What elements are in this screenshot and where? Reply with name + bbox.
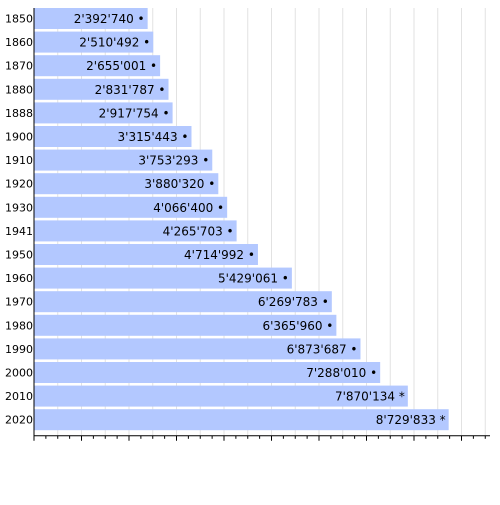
year-label-1850: 1850	[5, 13, 33, 26]
year-label-1888: 1888	[5, 107, 33, 120]
chart-value-labels: 2'392'740 • 2'510'492 • 2'655'001 • 2'831'7…	[74, 12, 446, 427]
value-label-2000: 7'288'010 •	[306, 366, 377, 380]
value-label-1888: 2'917'754 •	[99, 106, 170, 120]
value-label-1900: 3'315'443 •	[118, 130, 189, 144]
value-label-1860: 2'510'492 •	[79, 36, 150, 50]
bar-1860	[34, 31, 154, 53]
value-label-1970: 6'269'783 •	[258, 295, 329, 309]
year-label-1870: 1870	[5, 60, 33, 73]
bar-1900	[34, 126, 192, 147]
bar-1870	[34, 55, 161, 77]
bar-1880	[34, 78, 169, 100]
year-label-1910: 1910	[5, 154, 33, 167]
year-label-2010: 2010	[5, 390, 33, 403]
value-label-1960: 5'429'061 •	[218, 272, 289, 286]
value-label-1950: 4'714'992 •	[184, 248, 255, 262]
value-label-2020: 8'729'833 *	[376, 413, 446, 427]
year-label-1860: 1860	[5, 36, 33, 49]
bar-1960	[34, 267, 292, 289]
bar-1970	[34, 291, 332, 313]
bar-2020	[34, 409, 449, 431]
year-label-1980: 1980	[5, 319, 33, 332]
value-label-1930: 4'066'400 •	[153, 201, 224, 215]
bar-2010	[34, 385, 408, 407]
year-label-1941: 1941	[5, 225, 33, 238]
year-label-1880: 1880	[5, 83, 33, 96]
bar-1990	[34, 338, 361, 360]
year-label-1930: 1930	[5, 201, 33, 214]
value-label-1910: 3'753'293 •	[138, 154, 209, 168]
bar-1980	[34, 314, 337, 336]
year-label-1950: 1950	[5, 249, 33, 262]
value-label-1980: 6'365'960 •	[262, 319, 333, 333]
value-label-1941: 4'265'703 •	[163, 224, 234, 238]
bar-1910	[34, 149, 213, 171]
value-label-1880: 2'831'787 •	[95, 83, 166, 97]
value-label-1850: 2'392'740 •	[74, 12, 145, 26]
year-label-1990: 1990	[5, 343, 33, 356]
year-label-1920: 1920	[5, 178, 33, 191]
bar-1930	[34, 196, 228, 218]
year-label-1960: 1960	[5, 272, 33, 285]
value-label-2010: 7'870'134 *	[335, 390, 405, 404]
value-label-1920: 3'880'320 •	[144, 177, 215, 191]
bar-1850	[34, 8, 148, 29]
chart-year-labels: 1850 1860 1870 1880 1888 1900 1910 1920 1930 1941…	[5, 13, 33, 427]
year-label-2020: 2020	[5, 414, 33, 427]
bar-1920	[34, 173, 219, 195]
bar-1941	[34, 220, 237, 242]
year-label-2000: 2000	[5, 367, 33, 380]
year-label-1970: 1970	[5, 296, 33, 309]
chart-x-axis	[33, 8, 490, 441]
chart-bars	[34, 8, 449, 431]
bar-2000	[34, 362, 381, 383]
year-label-1900: 1900	[5, 131, 33, 144]
bar-1888	[34, 102, 173, 124]
value-label-1870: 2'655'001 •	[86, 59, 157, 73]
bar-1950	[34, 244, 258, 265]
value-label-1990: 6'873'687 •	[287, 342, 358, 356]
